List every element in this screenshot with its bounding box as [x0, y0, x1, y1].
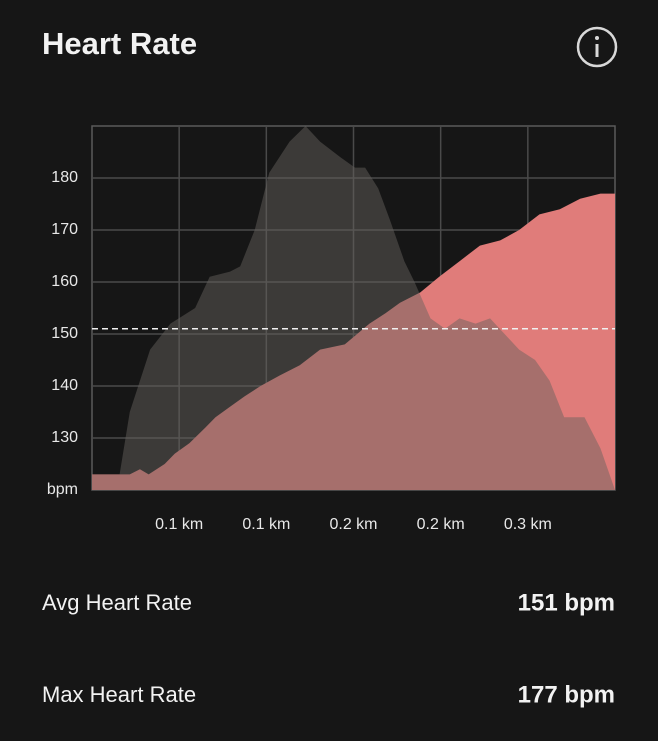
y-tick-label: 170: [51, 221, 78, 238]
y-tick-label: 130: [51, 429, 78, 446]
info-button[interactable]: [576, 26, 618, 68]
stat-label: Avg Heart Rate: [42, 590, 192, 615]
area: [92, 126, 615, 490]
y-tick-label: 150: [51, 325, 78, 342]
title: Heart Rate: [42, 26, 197, 61]
x-tick-label: 0.3 km: [504, 516, 552, 533]
stat-value: 177 bpm: [518, 681, 615, 708]
x-tick-label: 0.2 km: [329, 516, 377, 533]
stat-value: 151 bpm: [518, 589, 615, 616]
y-tick-label: bpm: [47, 481, 78, 498]
x-tick-label: 0.2 km: [417, 516, 465, 533]
info-icon[interactable]: [576, 26, 618, 68]
x-tick-label: 0.1 km: [242, 516, 290, 533]
y-tick-label: 160: [51, 273, 78, 290]
stat-label: Max Heart Rate: [42, 682, 196, 707]
y-tick-label: 180: [51, 169, 78, 186]
info-dot: [595, 36, 599, 40]
x-tick-label: 0.1 km: [155, 516, 203, 533]
y-tick-label: 140: [51, 377, 78, 394]
area: [92, 193, 615, 490]
